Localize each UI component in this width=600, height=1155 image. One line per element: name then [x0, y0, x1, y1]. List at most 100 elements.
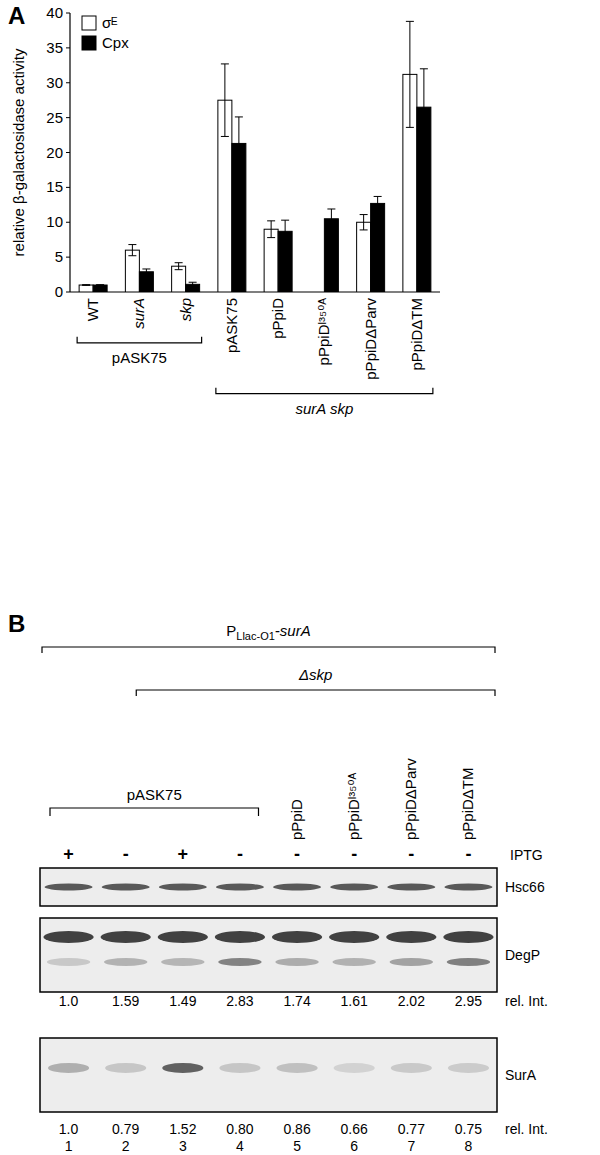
y-tick: [66, 292, 70, 293]
iptg-sign: -: [294, 844, 300, 864]
band: [386, 931, 436, 943]
bar: [357, 222, 371, 292]
rel-int-value: 1.59: [112, 993, 139, 1009]
band: [272, 931, 322, 943]
lane-number: 2: [122, 1138, 130, 1154]
construct-label: PLlac-O1-surA: [226, 622, 310, 642]
band: [47, 958, 90, 966]
band: [390, 958, 433, 966]
lane-number: 4: [236, 1138, 244, 1154]
row-name: SurA: [505, 1067, 537, 1083]
error-cap: [267, 237, 275, 238]
error-line: [363, 215, 364, 230]
y-tick-label: 10: [46, 213, 63, 230]
iptg-sign: -: [237, 844, 243, 864]
error-cap: [175, 269, 183, 270]
error-bar: [128, 245, 136, 256]
blot-frame: [40, 1038, 497, 1112]
error-bar: [175, 263, 183, 270]
error-cap: [360, 229, 368, 230]
y-tick-label: 20: [46, 144, 63, 161]
x-tick-label: skp: [177, 298, 194, 321]
band: [219, 1063, 260, 1073]
band: [45, 884, 93, 891]
x-tick-label: surA: [130, 298, 147, 329]
rel-int-value: 2.02: [398, 993, 425, 1009]
figure: A0510152025303540relative β-galactosidas…: [0, 0, 600, 1155]
rel-int-value: 1.0: [59, 1121, 79, 1137]
error-line: [224, 64, 225, 137]
band: [330, 884, 378, 891]
construct-main: P: [226, 622, 236, 639]
y-tick: [66, 152, 70, 153]
band: [448, 1063, 489, 1073]
error-cap: [175, 262, 183, 263]
band: [273, 884, 321, 891]
iptg-sign: -: [123, 844, 129, 864]
error-cap: [189, 282, 197, 283]
band: [334, 1063, 375, 1073]
lane-number: 1: [65, 1138, 73, 1154]
band: [159, 884, 207, 891]
error-line: [377, 196, 378, 210]
error-cap: [235, 116, 243, 117]
error-cap: [96, 284, 104, 285]
deletion-label: Δskp: [298, 666, 332, 683]
error-cap: [327, 228, 335, 229]
band: [215, 931, 265, 943]
error-cap: [221, 63, 229, 64]
lane-number: 8: [465, 1138, 473, 1154]
bar: [125, 250, 139, 292]
band: [218, 958, 261, 966]
bar: [93, 285, 107, 292]
y-tick: [66, 257, 70, 258]
bar: [79, 285, 93, 292]
error-cap: [360, 214, 368, 215]
y-tick: [66, 187, 70, 188]
row-name: Hsc66: [505, 879, 545, 895]
plasmid-label: pPpiDΔTM: [459, 767, 476, 840]
rel-int-value: 0.66: [341, 1121, 368, 1137]
y-tick: [66, 82, 70, 83]
error-bar: [142, 269, 150, 275]
y-tick: [66, 117, 70, 118]
y-tick-label: 30: [46, 74, 63, 91]
error-cap: [128, 244, 136, 245]
rel-int-value: 1.49: [169, 993, 196, 1009]
rel-int-value: 0.79: [112, 1121, 139, 1137]
lane-number: 3: [179, 1138, 187, 1154]
legend-label: Cpx: [102, 34, 129, 51]
bar: [371, 203, 385, 292]
error-cap: [374, 210, 382, 211]
y-tick-label: 35: [46, 39, 63, 56]
iptg-sign: -: [465, 844, 471, 864]
error-cap: [281, 220, 289, 221]
y-axis-label: relative β-galactosidase activity: [10, 48, 27, 256]
rel-int-value: 0.86: [283, 1121, 310, 1137]
lane-number: 6: [350, 1138, 358, 1154]
error-cap: [221, 136, 229, 137]
y-tick: [66, 47, 70, 48]
blot-frame: [40, 918, 497, 992]
error-line: [423, 69, 424, 146]
x-tick-label: pASK75: [223, 298, 240, 353]
error-cap: [142, 268, 150, 269]
blot-frame: [40, 868, 497, 906]
construct-sub: Llac-O1: [236, 630, 275, 642]
band: [43, 931, 93, 943]
rel-int-value: 1.52: [169, 1121, 196, 1137]
band: [329, 931, 379, 943]
error-line: [238, 117, 239, 170]
panel-label: A: [8, 2, 25, 29]
error-bar: [420, 69, 428, 146]
legend-swatch: [82, 36, 96, 50]
rel-int-value: 2.83: [226, 993, 253, 1009]
bars: [79, 21, 431, 292]
error-bar: [360, 215, 368, 230]
band: [332, 958, 375, 966]
plasmid-label: pPpiDᴵ³⁵⁰ᴬ: [345, 772, 362, 840]
y-tick-label: 40: [46, 4, 63, 21]
iptg-sign: -: [408, 844, 414, 864]
row-name: DegP: [505, 947, 540, 963]
band: [104, 958, 147, 966]
